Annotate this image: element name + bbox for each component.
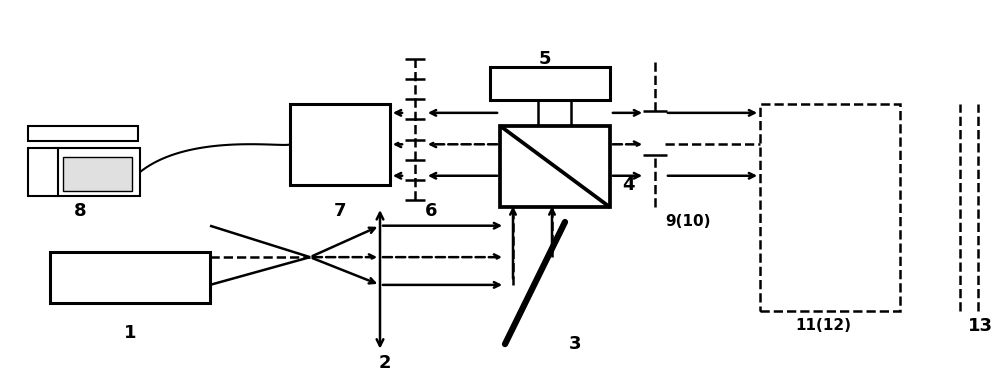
Text: 7: 7 [334, 202, 346, 220]
Text: 2: 2 [379, 354, 391, 370]
Text: 3: 3 [569, 335, 581, 353]
Bar [55, 148, 140, 196]
Bar [50, 252, 210, 303]
Bar [760, 104, 900, 311]
Bar [63, 157, 132, 191]
Bar [28, 126, 138, 141]
Text: 4: 4 [622, 176, 635, 194]
Text: 6: 6 [425, 202, 438, 220]
Bar [28, 148, 58, 196]
Text: 8: 8 [74, 202, 86, 220]
Text: 11(12): 11(12) [795, 318, 851, 333]
Text: 9(10): 9(10) [665, 215, 710, 229]
Text: 5: 5 [539, 50, 551, 68]
Bar [500, 126, 610, 207]
Bar [290, 104, 390, 185]
Bar [490, 67, 610, 100]
Text: 1: 1 [124, 324, 136, 342]
Text: 13: 13 [968, 317, 993, 334]
